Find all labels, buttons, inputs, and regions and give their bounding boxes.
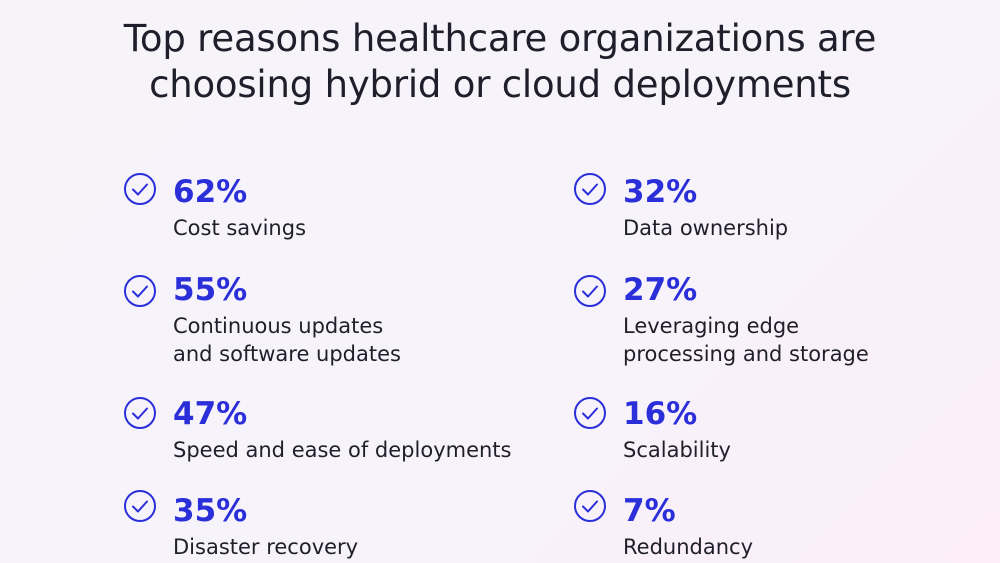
check-circle-icon [573, 489, 607, 523]
stat-percent: 7% [623, 493, 676, 529]
check-circle-icon [123, 274, 157, 308]
stat-label: Disaster recovery [173, 535, 359, 559]
check-circle-icon [123, 489, 157, 523]
stat-label: Speed and ease of deployments [173, 438, 512, 462]
stat-label: Redundancy [623, 535, 753, 559]
stat-percent: 62% [173, 174, 248, 210]
check-circle-icon [573, 274, 607, 308]
stat-label: Data ownership [623, 216, 789, 240]
page-title: Top reasons healthcare organizations are… [0, 16, 1000, 108]
stat-percent: 27% [623, 272, 698, 308]
title-line-2: choosing hybrid or cloud deployments [149, 63, 851, 106]
stat-label: Continuous updates and software updates [173, 314, 401, 366]
stat-label: Cost savings [173, 216, 307, 240]
check-circle-icon [123, 172, 157, 206]
title-line-1: Top reasons healthcare organizations are [123, 17, 877, 60]
check-circle-icon [573, 396, 607, 430]
check-circle-icon [573, 172, 607, 206]
stat-percent: 32% [623, 174, 698, 210]
stat-percent: 35% [173, 493, 248, 529]
stat-percent: 47% [173, 396, 248, 432]
check-circle-icon [123, 396, 157, 430]
stat-percent: 55% [173, 272, 248, 308]
stat-label: Leveraging edge processing and storage [623, 314, 869, 366]
stat-label: Scalability [623, 438, 731, 462]
stat-percent: 16% [623, 396, 698, 432]
